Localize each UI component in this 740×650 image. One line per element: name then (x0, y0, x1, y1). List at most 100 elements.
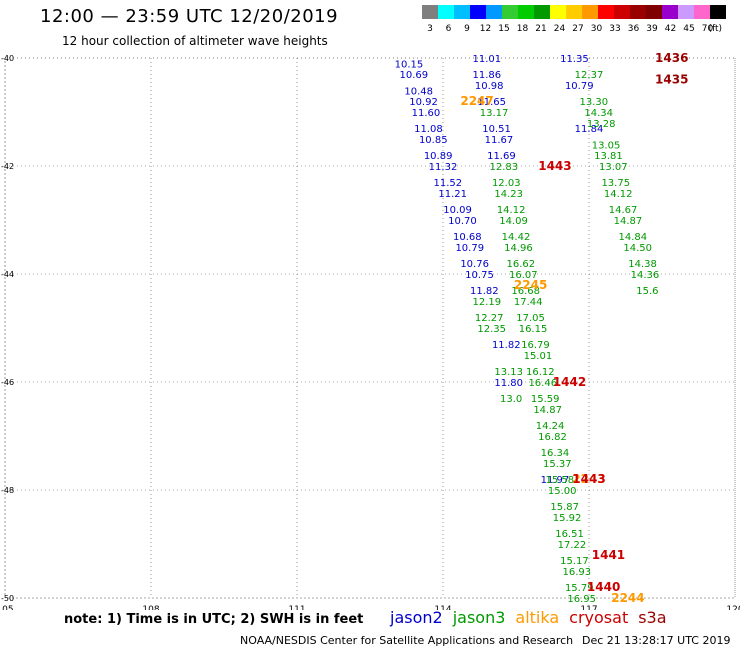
wave-height-label-jason3: 17.05 (516, 313, 545, 324)
wave-height-label-jason2: 11.60 (412, 108, 441, 119)
wave-height-label-jason3: 12.27 (475, 313, 504, 324)
y-tick-label: -50 (1, 594, 14, 603)
scale-label: 24 (554, 24, 566, 34)
scale-swatch (598, 5, 614, 19)
wave-height-label-jason2: 11.69 (487, 151, 516, 162)
wave-height-label-jason3: 15.37 (543, 459, 572, 470)
scale-label: 18 (517, 24, 529, 34)
wave-height-label-jason3: 16.46 (528, 378, 557, 389)
wave-height-label-jason2: 11.35 (560, 54, 589, 65)
wave-height-label-jason3: 14.36 (631, 270, 660, 281)
scale-label: 45 (683, 24, 694, 34)
wave-height-label-jason3: 15.87 (550, 502, 579, 513)
scale-swatch (502, 5, 518, 19)
scale-unit: (ft) (708, 24, 722, 34)
wave-height-label-jason2: 10.92 (409, 97, 438, 108)
scale-label: 33 (609, 24, 620, 34)
y-tick-label: -42 (1, 162, 14, 171)
wave-height-label-jason2: 11.80 (494, 378, 523, 389)
wave-height-label-jason3: 12.19 (472, 297, 501, 308)
wave-height-label-jason2: 10.75 (465, 270, 494, 281)
wave-height-label-jason2: 11.86 (472, 70, 501, 81)
chart-title: 12:00 — 23:59 UTC 12/20/2019 (40, 6, 339, 27)
wave-height-label-jason3: 15.6 (636, 286, 658, 297)
altimeter-map: 105 108 111 114 117 120 -40 -42 -44 -46 -48 -50 10.1… (0, 51, 740, 610)
wave-height-label-jason2: 11.65 (477, 97, 506, 108)
wave-height-label-jason2: 10.09 (443, 205, 472, 216)
y-tick-label: -46 (1, 378, 14, 387)
wave-height-label-jason3: 13.0 (500, 394, 522, 405)
wave-height-label-jason2: 11.82 (470, 286, 499, 297)
x-tick-label: 114 (434, 605, 451, 610)
scale-label: 15 (498, 24, 509, 34)
wave-height-label-jason3: 13.81 (594, 151, 623, 162)
scale-swatch (710, 5, 726, 19)
wave-height-label-cryosat: 1441 (592, 548, 625, 562)
wave-height-label-altika: 2245 (514, 278, 547, 292)
scale-swatch (566, 5, 582, 19)
wave-height-label-jason3: 15.59 (531, 394, 560, 405)
scale-label: 36 (628, 24, 640, 34)
wave-height-label-jason3: 14.12 (497, 205, 526, 216)
scale-swatch (662, 5, 678, 19)
wave-height-label-jason2: 10.85 (419, 135, 448, 146)
wave-height-label-jason3: 16.15 (519, 324, 548, 335)
wave-height-label-jason3: 16.95 (567, 594, 596, 605)
wave-height-label-jason2: 10.15 (395, 59, 424, 70)
wave-height-label-jason2: 10.98 (475, 81, 504, 92)
wave-height-label-jason2: 10.79 (565, 81, 594, 92)
scale-swatch (454, 5, 470, 19)
wave-height-label-jason3: 16.68 (511, 286, 540, 297)
wave-height-label-jason3: 16.93 (563, 567, 592, 578)
scale-label: 42 (665, 24, 676, 34)
wave-height-label-jason2: 11.08 (414, 124, 443, 135)
legend-entry-cryosat: cryosat (569, 608, 629, 627)
legend-entry-altika: altika (515, 608, 560, 627)
satellite-legend: jason2 jason3 altika cryosat s3a (390, 608, 677, 627)
wave-height-label-cryosat: 1442 (553, 375, 586, 389)
wave-height-label-jason3: 12.83 (490, 162, 519, 173)
wave-height-label-jason3: 14.34 (584, 108, 613, 119)
plot-frame (4, 57, 736, 599)
scale-swatch (518, 5, 534, 19)
wave-height-label-altika: 2244 (611, 591, 644, 605)
wave-height-label-jason3: 13.05 (592, 140, 621, 151)
wave-height-label-jason3: 14.24 (536, 421, 565, 432)
wave-height-label-cryosat: 1443 (538, 159, 571, 173)
wave-height-label-jason3: 14.12 (604, 189, 633, 200)
wave-height-label-jason3: 15.01 (524, 351, 553, 362)
wave-height-label-jason2: 10.48 (404, 86, 433, 97)
wave-height-label-jason2: 11.67 (485, 135, 514, 146)
wave-height-label-jason3: 17.22 (558, 540, 587, 551)
scale-swatch (582, 5, 598, 19)
wave-height-label-jason3: 13.75 (601, 178, 630, 189)
wave-height-label-s3a: 1436 (655, 51, 688, 65)
y-tick-label: -40 (1, 54, 14, 63)
x-tick-label: 120 (726, 605, 740, 610)
wave-height-label-jason3: 13.13 (494, 367, 523, 378)
wave-height-label-jason2: 10.79 (455, 243, 484, 254)
y-tick-label: -48 (1, 486, 14, 495)
scale-swatch (678, 5, 694, 19)
wave-height-label-jason3: 16.07 (509, 270, 538, 281)
scale-label: 39 (646, 24, 658, 34)
wave-height-label-jason3: 14.42 (502, 232, 531, 243)
wave-height-label-jason3: 13.30 (580, 97, 609, 108)
wave-height-label-jason3: 14.38 (628, 259, 657, 270)
wave-height-label-jason2: 11.21 (438, 189, 467, 200)
scale-label: 6 (446, 24, 452, 34)
wave-height-label-jason3: 13.07 (599, 162, 628, 173)
wave-height-label-jason3: 15.17 (560, 556, 589, 567)
wave-height-label-jason2: 11.32 (429, 162, 458, 173)
wave-height-label-cryosat: 1443 (572, 472, 605, 486)
wave-height-label-jason3: 14.84 (618, 232, 647, 243)
scale-swatch (470, 5, 486, 19)
wave-height-label-altika: 2247 (460, 94, 493, 108)
x-tick-label: 117 (580, 605, 597, 610)
wave-height-label-jason3: 12.03 (492, 178, 521, 189)
wave-height-label-jason3: 16.62 (507, 259, 536, 270)
wave-height-label-jason3: 14.96 (504, 243, 533, 254)
wave-height-label-jason2: 10.70 (448, 216, 477, 227)
wave-height-label-altika: 2243 (572, 472, 605, 486)
wave-height-label-cryosat: 1440 (587, 580, 620, 594)
